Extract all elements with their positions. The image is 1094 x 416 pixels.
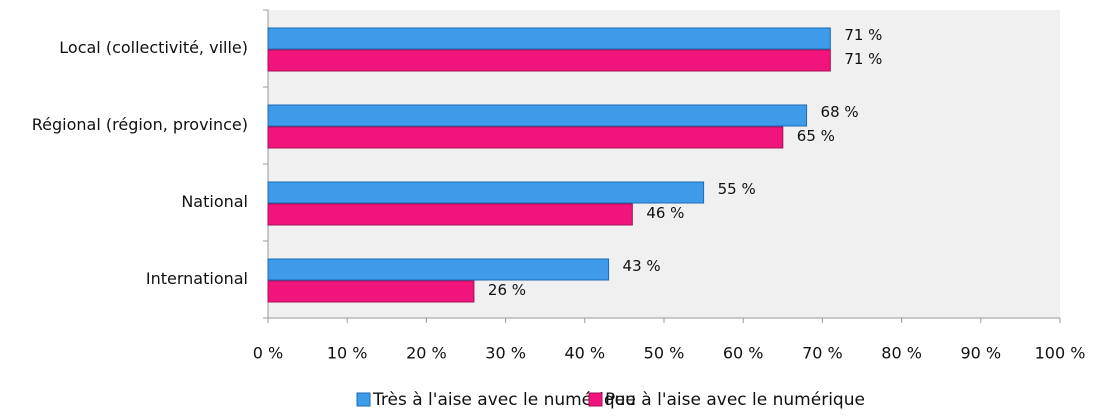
x-tick-label: 90 %: [960, 344, 1001, 363]
x-tick-label: 0 %: [253, 344, 283, 363]
legend-label: Peu à l'aise avec le numérique: [605, 390, 865, 410]
y-tick-label: National: [181, 192, 248, 211]
x-tick-label: 30 %: [485, 344, 526, 363]
bar: [267, 280, 475, 303]
legend-swatch: [356, 392, 371, 407]
bar: [267, 104, 808, 127]
y-tick-label: Local (collectivité, ville): [59, 38, 248, 57]
x-tick-label: 50 %: [644, 344, 685, 363]
bar: [267, 181, 705, 204]
value-label: 71 %: [844, 26, 882, 44]
value-label: 68 %: [821, 103, 859, 121]
x-tick-label: 40 %: [564, 344, 605, 363]
bar: [267, 49, 831, 72]
bar: [267, 258, 610, 281]
y-tick-label: International: [146, 269, 248, 288]
x-tick-label: 10 %: [327, 344, 368, 363]
legend-label: Très à l'aise avec le numérique: [372, 390, 636, 410]
x-tick-label: 80 %: [881, 344, 922, 363]
x-tick-label: 100 %: [1035, 344, 1086, 363]
bar: [267, 203, 633, 226]
bar: [267, 126, 784, 149]
value-label: 46 %: [646, 204, 684, 222]
value-label: 55 %: [718, 180, 756, 198]
x-tick-label: 20 %: [406, 344, 447, 363]
legend-swatch: [588, 392, 603, 407]
x-tick-label: 70 %: [802, 344, 843, 363]
y-tick-label: Régional (région, province): [32, 115, 248, 134]
bar: [267, 27, 831, 50]
x-tick-label: 60 %: [723, 344, 764, 363]
value-label: 71 %: [844, 50, 882, 68]
value-label: 65 %: [797, 127, 835, 145]
value-label: 26 %: [488, 281, 526, 299]
value-label: 43 %: [623, 257, 661, 275]
